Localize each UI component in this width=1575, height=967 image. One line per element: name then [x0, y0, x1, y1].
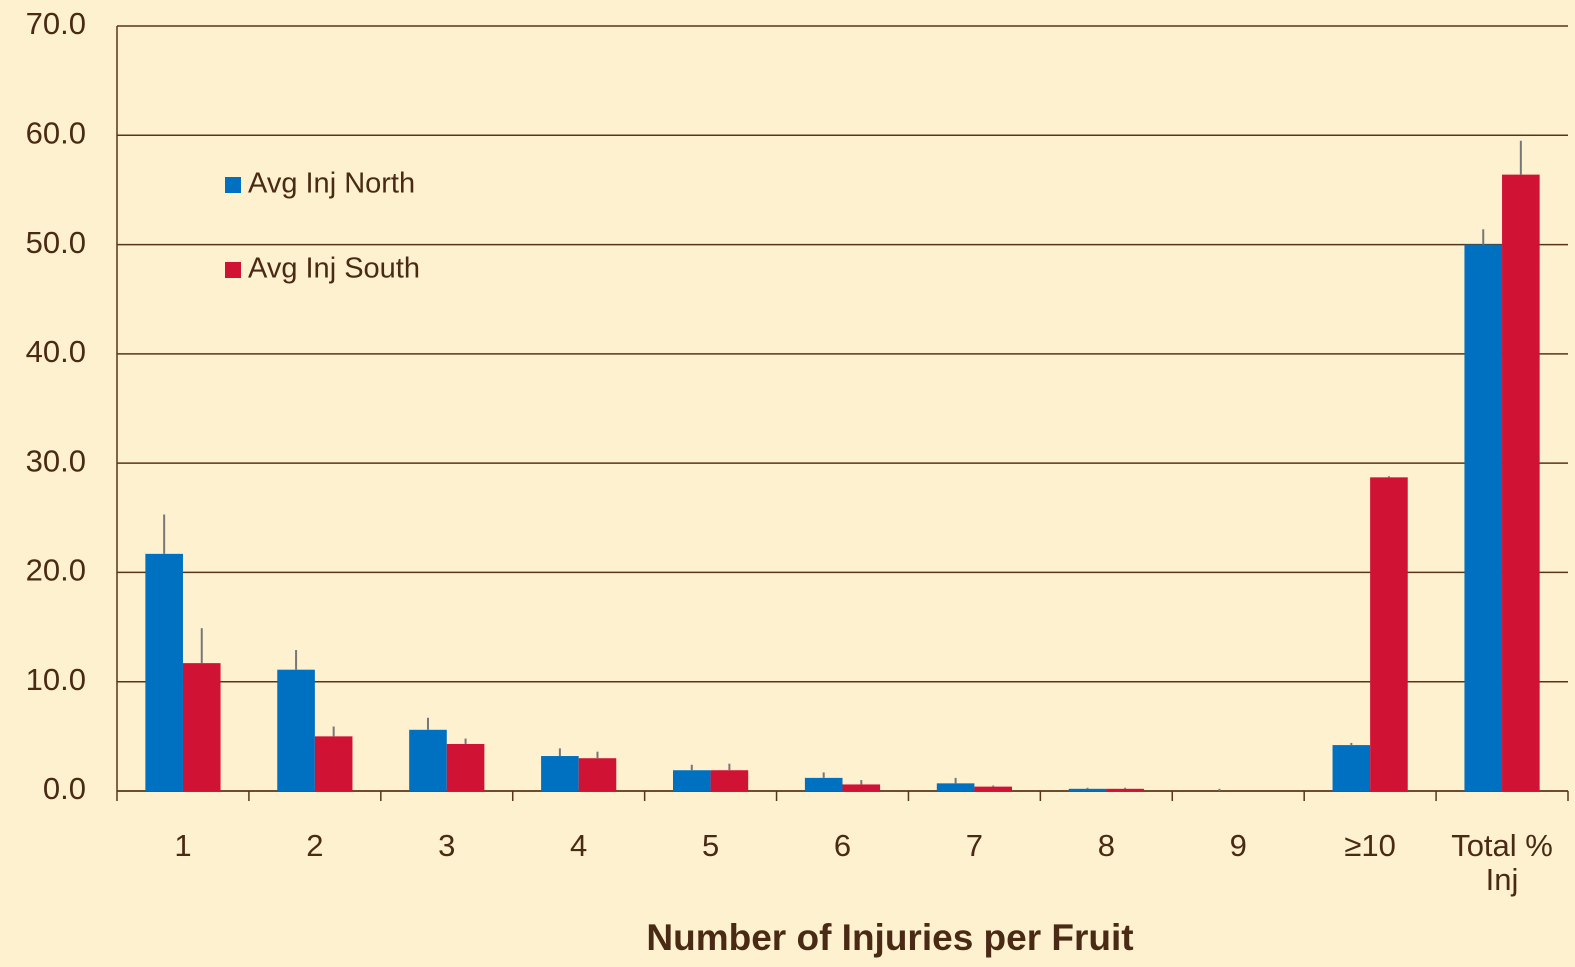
- bar: [1370, 477, 1408, 791]
- x-tick-label: ≥10: [1344, 828, 1396, 863]
- y-tick-label: 20.0: [26, 553, 86, 588]
- bar: [1502, 174, 1540, 792]
- bar: [409, 729, 447, 791]
- x-tick-label: 7: [965, 828, 984, 863]
- bar: [1106, 788, 1144, 791]
- x-axis-label: Number of Injuries per Fruit: [646, 917, 1133, 958]
- bar: [1332, 745, 1371, 791]
- x-tick-label: 5: [701, 828, 720, 863]
- bar: [182, 663, 221, 791]
- bar: [277, 669, 315, 791]
- bar: [446, 744, 485, 791]
- y-tick-label: 10.0: [26, 662, 86, 697]
- y-tick-label: 0.0: [43, 771, 86, 806]
- legend-label: Avg Inj North: [248, 168, 415, 200]
- bar: [145, 553, 183, 791]
- legend-swatch: [225, 262, 241, 278]
- x-tick-label: 8: [1097, 828, 1115, 863]
- x-tick-label: Total % Inj: [1451, 828, 1553, 897]
- y-tick-label: 70.0: [26, 6, 86, 41]
- bar: [1464, 244, 1503, 792]
- x-tick-label: 3: [438, 828, 456, 863]
- x-tick-label: 9: [1229, 828, 1247, 863]
- bar: [672, 770, 711, 791]
- bar: [710, 770, 749, 791]
- y-tick-label: 40.0: [26, 334, 86, 369]
- x-tick-label: 4: [570, 828, 588, 863]
- y-tick-label: 50.0: [26, 225, 86, 260]
- x-tick-label: 2: [306, 828, 324, 863]
- bar: [936, 783, 975, 791]
- bar: [842, 784, 881, 791]
- bar: [1068, 788, 1107, 791]
- y-tick-label: 30.0: [26, 443, 86, 478]
- bar: [804, 777, 843, 791]
- bar: [578, 758, 617, 791]
- x-tick-label: 1: [174, 828, 192, 863]
- bar: [541, 756, 579, 791]
- y-tick-label: 60.0: [26, 115, 86, 150]
- legend-swatch: [225, 177, 241, 193]
- bar: [314, 736, 353, 791]
- x-tick-label: 6: [833, 828, 852, 863]
- legend-label: Avg Inj South: [248, 253, 420, 285]
- bar: [974, 786, 1013, 791]
